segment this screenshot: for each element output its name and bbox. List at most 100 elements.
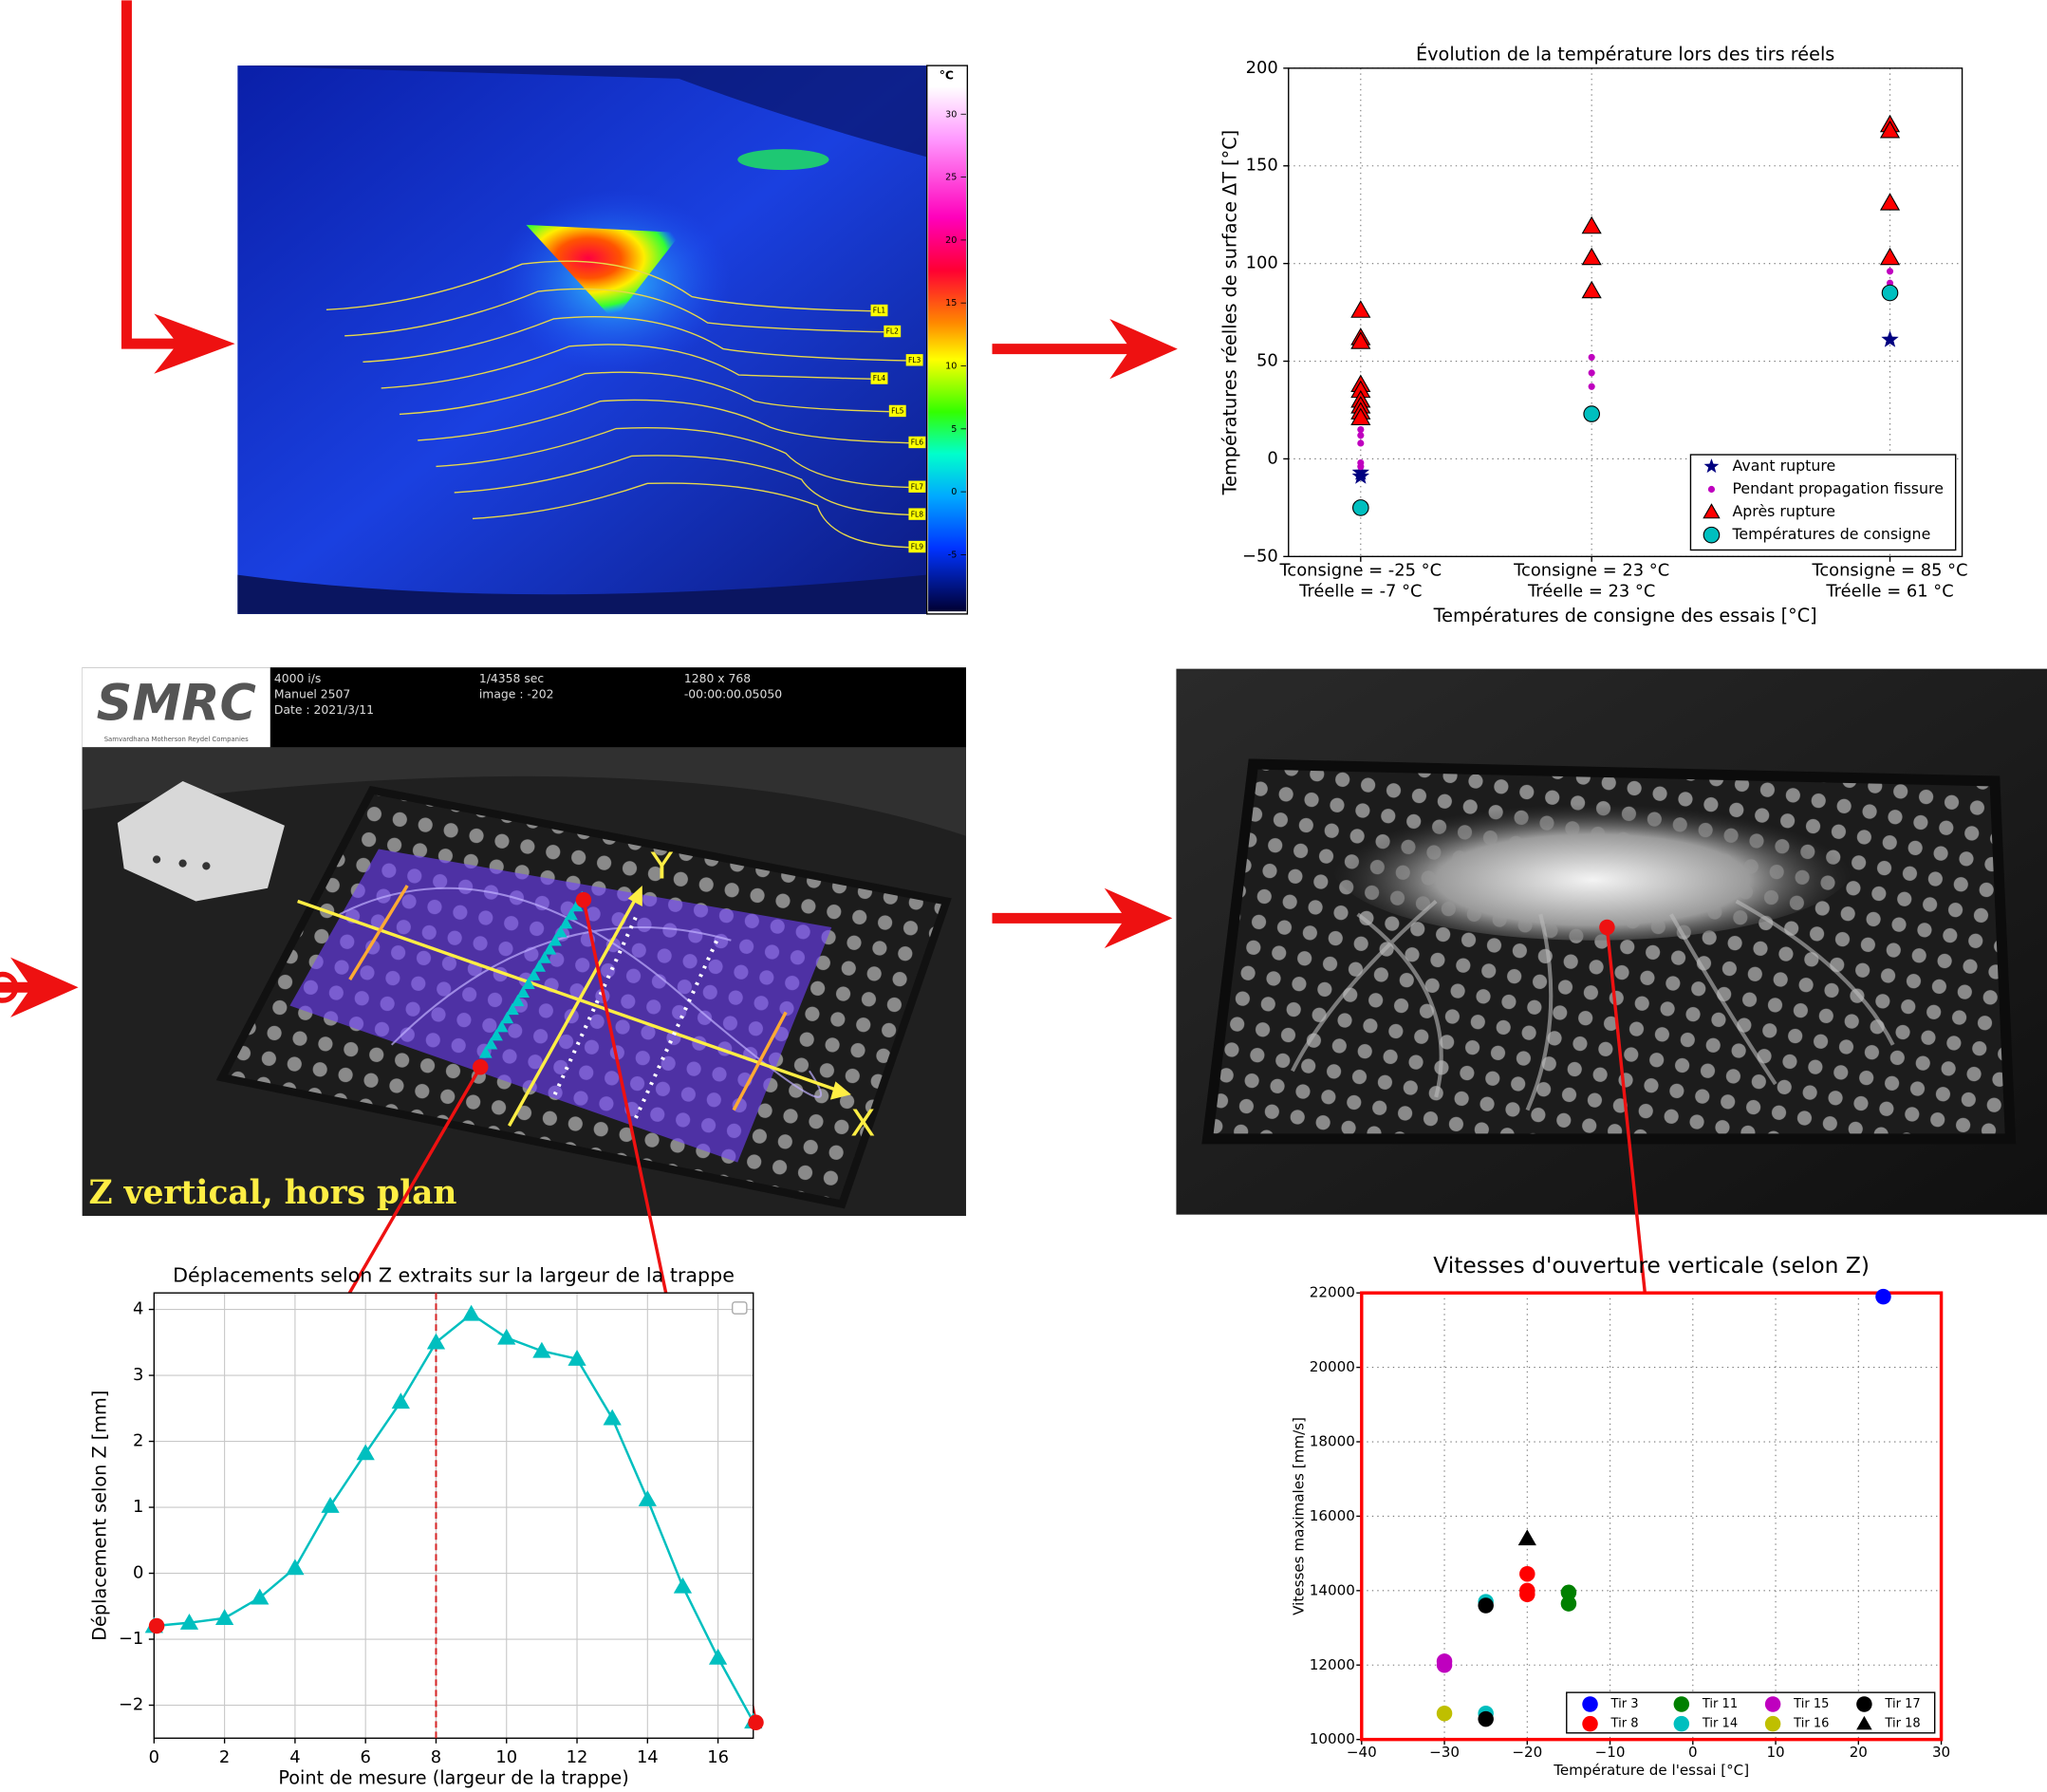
isoline bbox=[399, 371, 889, 416]
y-tick-label: 50 bbox=[1256, 351, 1278, 371]
marker bbox=[356, 1444, 375, 1461]
extraction-point bbox=[521, 977, 535, 989]
marker bbox=[1875, 1288, 1891, 1305]
x-tick-sublabel: Tréelle = 23 °C bbox=[1527, 581, 1655, 601]
extraction-line bbox=[478, 890, 589, 1058]
extraction-point bbox=[484, 1037, 498, 1050]
colorbar-tick-label: 15 bbox=[945, 298, 957, 308]
video-info: 1/4358 sec bbox=[479, 672, 545, 685]
marker bbox=[461, 1304, 481, 1321]
marker bbox=[1560, 1584, 1577, 1601]
marker bbox=[1879, 193, 1901, 211]
logo-box bbox=[82, 667, 270, 748]
camera-lens bbox=[202, 862, 211, 870]
isoline-tag bbox=[908, 436, 926, 449]
x-tick-label: −10 bbox=[1595, 1744, 1626, 1761]
extraction-point bbox=[516, 985, 530, 999]
x-tick-sublabel: Tréelle = 61 °C bbox=[1825, 581, 1953, 601]
orange-mark bbox=[732, 1011, 788, 1111]
chart-title: Déplacements selon Z extraits sur la lar… bbox=[173, 1263, 735, 1286]
flow-arrow bbox=[121, 0, 196, 349]
x-axis-label: Point de mesure (largeur de la trappe) bbox=[278, 1766, 628, 1788]
legend-marker bbox=[1856, 1715, 1872, 1730]
extraction-point bbox=[565, 907, 578, 921]
extraction-point bbox=[537, 951, 551, 963]
extraction-point bbox=[527, 968, 541, 980]
logo-subtitle: Samvardhana Motherson Reydel Companies bbox=[104, 736, 249, 743]
extraction-point bbox=[490, 1029, 503, 1041]
tear-fibers bbox=[1291, 899, 1895, 1111]
thermal-shadow bbox=[237, 65, 927, 158]
camera bbox=[117, 780, 285, 902]
x-tick-label: −40 bbox=[1347, 1744, 1377, 1761]
legend-label: Tir 17 bbox=[1884, 1697, 1920, 1711]
marker bbox=[1478, 1710, 1494, 1727]
legend-marker bbox=[1764, 1715, 1781, 1732]
plot-frame bbox=[153, 1292, 754, 1739]
isoline-label: FL5 bbox=[891, 407, 904, 416]
y-tick-label: −1 bbox=[119, 1629, 143, 1649]
legend-label: Pendant propagation fissure bbox=[1732, 479, 1943, 497]
x-tick-label: 0 bbox=[1688, 1744, 1698, 1761]
marker bbox=[1357, 432, 1365, 439]
marker bbox=[1436, 1705, 1453, 1722]
x-arrow-head bbox=[829, 1081, 851, 1100]
isoline-label: FL9 bbox=[911, 543, 924, 551]
dotted-line bbox=[552, 913, 640, 1095]
marker bbox=[1519, 1565, 1535, 1582]
legend-marker bbox=[1764, 1696, 1781, 1712]
camera-lens bbox=[178, 859, 187, 868]
y-tick-label: 0 bbox=[1267, 448, 1277, 468]
x-axis-arrow bbox=[297, 899, 843, 1093]
marker bbox=[1581, 280, 1602, 299]
thermal-image: °C 30 25 20 15 10 5 0 -5 FL1 FL2 FL3 FL4 FL5 FL6 FL7 FL… bbox=[237, 65, 969, 615]
endpoint bbox=[148, 1617, 165, 1634]
marker bbox=[1886, 268, 1894, 275]
video-info: -00:00:00.05050 bbox=[684, 688, 782, 701]
marker bbox=[1357, 463, 1365, 471]
video-info: Manuel 2507 bbox=[274, 688, 350, 701]
marker bbox=[1560, 1596, 1577, 1612]
marker bbox=[1357, 439, 1365, 447]
camera-body bbox=[117, 780, 285, 902]
endpoint bbox=[575, 891, 592, 908]
y-tick-label: 3 bbox=[133, 1365, 143, 1385]
colorbar-tick-label: 30 bbox=[945, 109, 957, 120]
marker bbox=[1350, 331, 1371, 349]
x-tick-label: Tconsigne = 23 °C bbox=[1513, 560, 1669, 580]
chart-title: Évolution de la température lors des tir… bbox=[1416, 44, 1834, 65]
video-info: Date : 2021/3/11 bbox=[274, 703, 374, 717]
legend-box bbox=[1689, 454, 1957, 551]
y-axis-label: Déplacement selon Z [mm] bbox=[88, 1391, 110, 1641]
y-tick-label: 1 bbox=[133, 1497, 143, 1517]
isoline bbox=[454, 455, 909, 516]
marker bbox=[1588, 353, 1595, 361]
dotted-line bbox=[634, 937, 720, 1119]
legend-marker bbox=[1707, 485, 1716, 494]
video-info: 4000 i/s bbox=[274, 672, 321, 685]
marker bbox=[426, 1333, 446, 1350]
plot-frame bbox=[1360, 1291, 1944, 1742]
extraction-point bbox=[549, 934, 562, 946]
y-tick-label: 2 bbox=[133, 1431, 143, 1451]
endpoint bbox=[1599, 919, 1615, 936]
x-tick-label: 12 bbox=[567, 1747, 588, 1767]
isoline bbox=[418, 399, 909, 444]
camera-lens bbox=[152, 855, 161, 864]
y-axis-letter: Y bbox=[650, 846, 674, 888]
marker bbox=[1352, 499, 1369, 516]
marker bbox=[1588, 369, 1595, 377]
isoline-tag bbox=[905, 354, 923, 366]
video-caption: Z vertical, hors plan bbox=[89, 1174, 457, 1212]
y-tick-label: 200 bbox=[1246, 58, 1278, 78]
legend-marker bbox=[1703, 526, 1721, 544]
colorbar-tick-label: 10 bbox=[945, 362, 957, 372]
x-tick-label: 30 bbox=[1932, 1744, 1950, 1761]
marker bbox=[1357, 425, 1365, 434]
isoline bbox=[363, 316, 906, 364]
isoline bbox=[344, 288, 884, 337]
x-tick-label: 0 bbox=[149, 1747, 159, 1767]
thermal-hotspot bbox=[526, 224, 682, 321]
colorbar-unit: °C bbox=[940, 69, 954, 83]
